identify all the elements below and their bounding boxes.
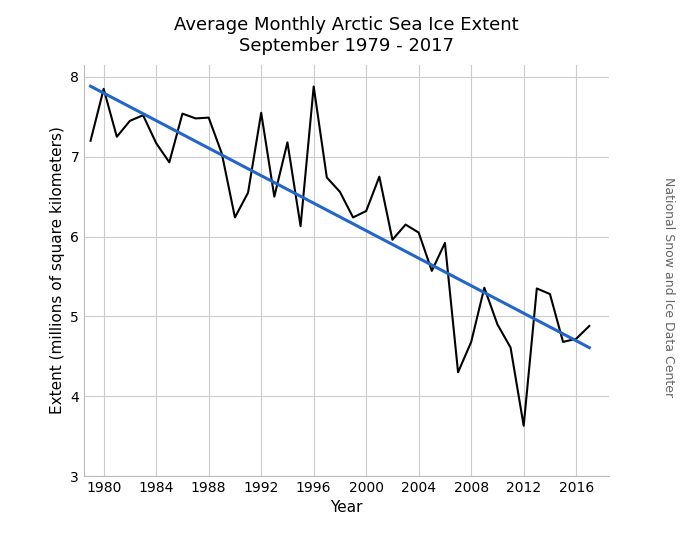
- X-axis label: Year: Year: [330, 500, 363, 516]
- Text: National Snow and Ice Data Center: National Snow and Ice Data Center: [662, 177, 675, 397]
- Y-axis label: Extent (millions of square kilometers): Extent (millions of square kilometers): [50, 127, 64, 414]
- Title: Average Monthly Arctic Sea Ice Extent
September 1979 - 2017: Average Monthly Arctic Sea Ice Extent Se…: [174, 16, 519, 55]
